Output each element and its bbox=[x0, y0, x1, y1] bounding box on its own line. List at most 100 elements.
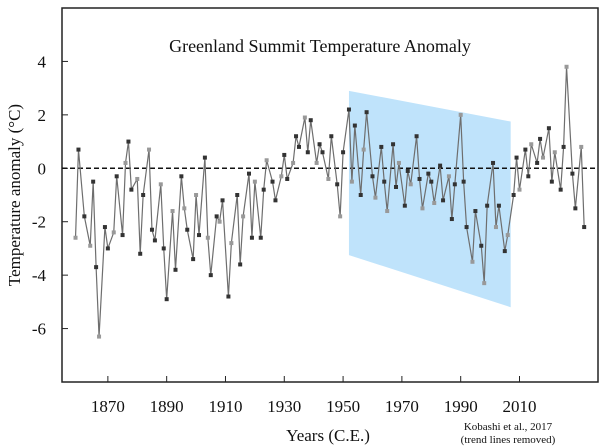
data-point bbox=[482, 281, 487, 286]
y-tick-label: 0 bbox=[38, 159, 47, 178]
data-point bbox=[170, 209, 175, 214]
data-point bbox=[238, 262, 243, 267]
data-point bbox=[352, 123, 357, 128]
data-point bbox=[202, 155, 207, 160]
data-point bbox=[458, 112, 463, 117]
data-point bbox=[161, 246, 166, 251]
data-point bbox=[111, 230, 116, 235]
data-point bbox=[441, 198, 446, 203]
data-point bbox=[470, 259, 475, 264]
data-point bbox=[329, 134, 334, 139]
data-point bbox=[414, 134, 419, 139]
data-point bbox=[191, 257, 196, 262]
data-point bbox=[529, 142, 534, 147]
data-point bbox=[341, 150, 346, 155]
data-point bbox=[258, 235, 263, 240]
data-point bbox=[396, 160, 401, 165]
data-point bbox=[147, 147, 152, 152]
data-point bbox=[485, 203, 490, 208]
data-point bbox=[361, 147, 366, 152]
data-point bbox=[546, 126, 551, 131]
data-point bbox=[129, 187, 134, 192]
data-point bbox=[526, 174, 531, 179]
data-point bbox=[558, 187, 563, 192]
data-point bbox=[438, 163, 443, 168]
data-point bbox=[541, 155, 546, 160]
data-point bbox=[394, 184, 399, 189]
data-point bbox=[296, 144, 301, 149]
data-point bbox=[432, 201, 437, 206]
data-point bbox=[308, 118, 313, 123]
data-point bbox=[446, 174, 451, 179]
data-point bbox=[538, 136, 543, 141]
data-point bbox=[217, 219, 222, 224]
data-point bbox=[491, 160, 496, 165]
data-point bbox=[405, 168, 410, 173]
x-tick-label: 2010 bbox=[502, 397, 536, 416]
data-point bbox=[552, 150, 557, 155]
data-point bbox=[408, 182, 413, 187]
plot-frame bbox=[61, 7, 599, 383]
x-tick-label: 1910 bbox=[208, 397, 242, 416]
data-point bbox=[570, 171, 575, 176]
data-point bbox=[464, 225, 469, 230]
data-point bbox=[320, 150, 325, 155]
data-point bbox=[479, 243, 484, 248]
data-point bbox=[120, 233, 125, 238]
data-point bbox=[73, 235, 78, 240]
x-tick-label: 1970 bbox=[385, 397, 419, 416]
data-point bbox=[76, 147, 81, 152]
data-point bbox=[449, 217, 454, 222]
data-point bbox=[335, 182, 340, 187]
data-point bbox=[426, 171, 431, 176]
data-point bbox=[126, 139, 131, 144]
data-point bbox=[97, 334, 102, 339]
data-point bbox=[496, 203, 501, 208]
source-note: (trend lines removed) bbox=[461, 434, 556, 446]
chart-title: Greenland Summit Temperature Anomaly bbox=[169, 36, 471, 56]
data-point bbox=[114, 174, 119, 179]
data-point bbox=[235, 193, 240, 197]
data-point bbox=[82, 214, 87, 219]
data-point bbox=[417, 176, 422, 181]
data-point bbox=[564, 64, 569, 69]
data-point bbox=[511, 193, 516, 197]
data-point bbox=[317, 142, 322, 147]
data-point bbox=[385, 209, 390, 214]
data-point bbox=[208, 273, 213, 278]
data-point bbox=[264, 158, 269, 163]
y-tick-label: 4 bbox=[38, 52, 47, 71]
data-point bbox=[294, 134, 299, 139]
highlight-band bbox=[348, 90, 511, 308]
data-point bbox=[305, 150, 310, 155]
data-point bbox=[461, 179, 466, 184]
x-tick-label: 1990 bbox=[444, 397, 478, 416]
data-point bbox=[561, 144, 566, 149]
data-point bbox=[241, 214, 246, 219]
data-point bbox=[346, 107, 351, 112]
data-point bbox=[582, 225, 587, 230]
data-point bbox=[261, 187, 266, 192]
data-point bbox=[249, 235, 254, 240]
source: Kobashi et al., 2017 bbox=[464, 421, 553, 433]
data-point bbox=[226, 294, 231, 299]
data-point bbox=[135, 176, 140, 181]
x-tick-label: 1930 bbox=[267, 397, 301, 416]
data-point bbox=[94, 265, 99, 270]
data-point bbox=[358, 193, 363, 197]
data-point bbox=[205, 235, 210, 240]
data-point bbox=[549, 179, 554, 184]
data-point bbox=[88, 243, 93, 248]
data-point bbox=[364, 110, 369, 115]
data-point bbox=[138, 251, 143, 256]
data-point bbox=[517, 187, 522, 192]
data-point bbox=[302, 115, 307, 120]
data-point bbox=[102, 225, 107, 230]
data-point bbox=[505, 233, 510, 238]
data-point bbox=[285, 176, 290, 181]
data-point bbox=[452, 182, 457, 187]
data-point bbox=[158, 182, 163, 187]
data-point bbox=[349, 179, 354, 184]
x-tick-label: 1950 bbox=[326, 397, 360, 416]
data-point bbox=[502, 249, 507, 254]
